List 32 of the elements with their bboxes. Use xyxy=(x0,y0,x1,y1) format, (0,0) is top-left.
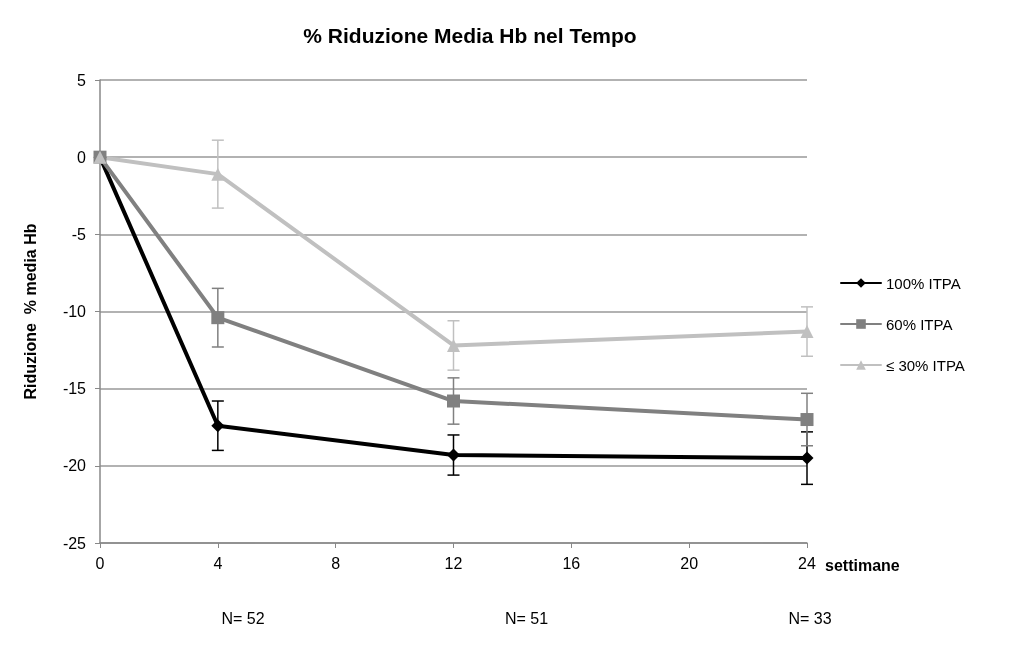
point xyxy=(800,451,814,465)
point xyxy=(211,311,225,325)
y-tick-label: 0 xyxy=(77,148,87,166)
point xyxy=(447,394,460,408)
y-axis-title: Riduzione % media Hb xyxy=(21,223,39,400)
y-tick-label: -10 xyxy=(62,303,87,320)
x-tick-label: 16 xyxy=(562,554,581,572)
x-tick-label: 24 xyxy=(798,554,816,572)
chart-title: % Riduzione Media Hb nel Tempo xyxy=(303,24,637,47)
point xyxy=(211,419,225,433)
text: N= 51 xyxy=(504,609,549,627)
x-tick-label: 4 xyxy=(213,554,223,572)
x-tick-label: 20 xyxy=(680,554,699,572)
legend-label: ≤ 30% ITPA xyxy=(886,356,965,374)
point xyxy=(211,167,225,181)
x-tick-label: 12 xyxy=(444,554,463,572)
y-tick-label: -15 xyxy=(62,380,87,398)
text: N= 33 xyxy=(788,609,832,627)
x-axis-title: settimane xyxy=(825,556,900,574)
legend-label: 60% ITPA xyxy=(886,315,953,333)
point xyxy=(800,325,814,339)
y-tick-label: -5 xyxy=(71,225,87,243)
y-tick-label: -25 xyxy=(62,534,87,552)
text: N= 52 xyxy=(221,609,265,627)
y-tick-label: -20 xyxy=(62,457,87,475)
y-tick-label: 5 xyxy=(77,71,87,89)
point xyxy=(800,413,814,427)
legend-label: 100% ITPA xyxy=(886,274,961,292)
x-tick-label: 8 xyxy=(331,554,341,572)
point xyxy=(447,338,460,352)
point xyxy=(447,448,460,462)
x-tick-label: 0 xyxy=(95,554,105,572)
